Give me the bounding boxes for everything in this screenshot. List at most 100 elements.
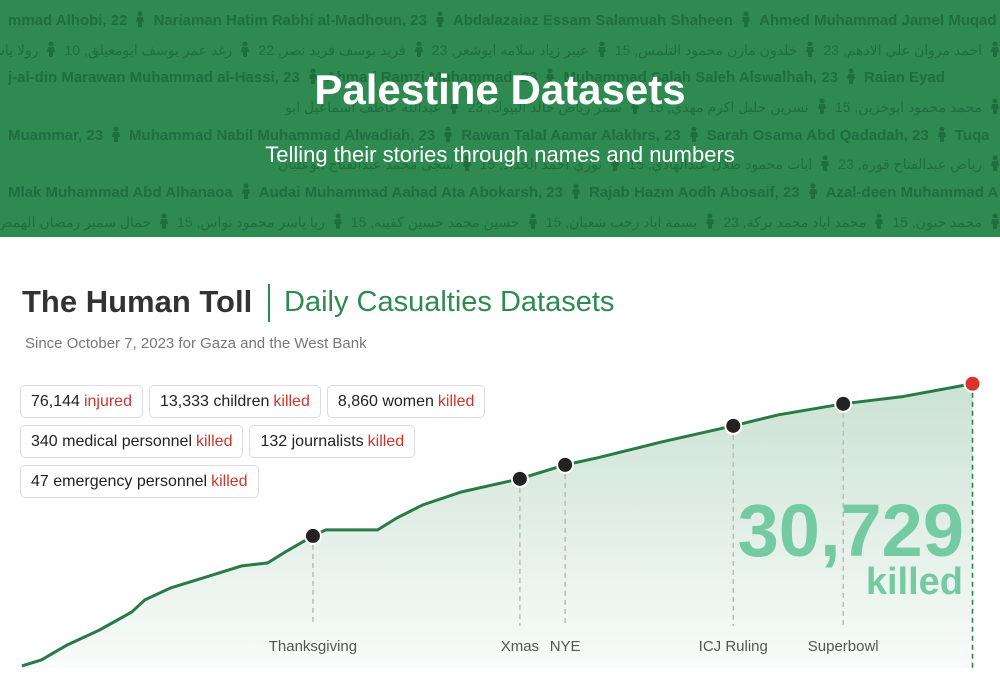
person-name: سجى محمد عبدالفتاح ابوعليان <box>278 156 454 173</box>
icon-body <box>308 74 317 85</box>
icon-head <box>599 41 605 47</box>
icon-body <box>611 161 620 172</box>
icon-body <box>241 189 250 200</box>
icon-head <box>137 11 143 17</box>
person-name: خلدون مازن محمود التلمس, 15 <box>614 41 798 58</box>
annotation-label: Superbowl <box>808 638 879 655</box>
stat-status: killed <box>211 473 248 490</box>
person-icon <box>706 213 715 229</box>
icon-body <box>741 17 750 27</box>
icon-body <box>160 218 169 229</box>
icon-body <box>991 46 999 57</box>
person-icon <box>462 155 471 172</box>
annotation-label: Thanksgiving <box>269 638 357 655</box>
icon-head <box>691 126 697 132</box>
person-name: نوري احمد الحداد, 15 <box>479 156 603 173</box>
person-icon <box>333 213 342 229</box>
person-icon <box>444 126 453 142</box>
icon-head <box>807 41 813 47</box>
section-subtitle: Since October 7, 2023 for Gaza and the W… <box>25 335 367 352</box>
icon-head <box>48 41 54 47</box>
person-icon <box>597 41 606 57</box>
name-row: j-al-din Marawan Muhammad al-Hassi, 23 Ah… <box>0 67 1000 96</box>
icon-body <box>462 161 471 172</box>
icon-head <box>243 183 249 189</box>
icon-head <box>819 98 825 104</box>
person-name: Rawan Talal Aamar Alakhrs, 23 <box>461 126 681 144</box>
person-name: رياض عبدالفتاح قورة, 23 <box>838 156 982 173</box>
person-icon <box>991 213 999 229</box>
annotation-dot <box>556 455 575 474</box>
annotation-dot <box>724 416 743 435</box>
person-icon <box>847 68 856 85</box>
stat-text: 13,333 children <box>159 393 270 410</box>
icon-body <box>689 131 698 142</box>
icon-body <box>450 104 459 115</box>
stat-chip: 13,333 children killed <box>148 385 321 418</box>
person-icon <box>112 126 121 142</box>
person-name: ايات محمود طلال عبدالهادي, 15 <box>628 156 813 173</box>
person-name: رغد عمر يوسف ابومعيلق, 10 <box>64 41 233 58</box>
person-name: Audai Muhammad Aahad Ata Abokarsh, 23 <box>258 184 563 202</box>
name-row: mmad Alhobi, 22 Nariaman Hatim Rabhi al-M… <box>0 10 1000 39</box>
end-value-label: 30,729 <box>738 489 964 572</box>
person-name: عبير زياد سلامه ابوشعر, 23 <box>431 41 589 58</box>
person-name: Abdalazaiaz Essam Salamuah Shaheen <box>452 12 733 29</box>
person-icon <box>450 98 459 115</box>
person-icon <box>528 213 537 229</box>
stat-chip: 76,144 injured <box>20 385 143 418</box>
name-row: محمد محمود ابوخزين, 15 نسرين خليل اكرم مه… <box>0 96 1000 125</box>
icon-body <box>821 161 830 172</box>
person-name: بسمة اياد رجب شعبان, 15 <box>545 213 698 230</box>
person-name: حسين محمد حسين كفينه, 15 <box>350 213 520 230</box>
icon-head <box>547 68 553 74</box>
stat-status: killed <box>367 433 405 450</box>
icon-body <box>817 104 826 115</box>
stat-status: killed <box>437 393 475 410</box>
icon-body <box>847 74 856 85</box>
end-dot <box>963 374 982 393</box>
person-icon <box>937 126 946 142</box>
icon-body <box>414 46 423 57</box>
person-name: Tuqa <box>954 126 990 144</box>
icon-head <box>573 183 579 189</box>
icon-body <box>991 161 999 172</box>
person-icon <box>136 11 145 27</box>
icon-head <box>707 213 713 219</box>
person-icon <box>241 41 250 57</box>
person-name: جمال سمير رمضان الهمص, 23 <box>0 213 152 230</box>
area <box>21 383 973 668</box>
icon-head <box>161 213 167 219</box>
person-name: Raian Eyad <box>864 69 945 87</box>
name-row: Muammar, 23 Muhammad Nabil Muhammad Alwad… <box>0 125 1000 154</box>
icon-head <box>992 41 998 47</box>
icon-body <box>241 46 250 57</box>
icon-body <box>806 46 815 57</box>
icon-body <box>546 74 555 85</box>
icon-head <box>451 98 457 104</box>
person-name: محمد حنون, 15 <box>892 213 982 230</box>
icon-head <box>939 126 945 132</box>
stats: 76,144 injured 13,333 children killed 8,860 … <box>20 385 510 498</box>
icon-head <box>992 98 998 104</box>
icon-body <box>444 131 453 142</box>
icon-body <box>937 131 946 142</box>
person-name: ربا ياسر محمود نواس, 15 <box>177 213 325 230</box>
icon-body <box>597 46 606 57</box>
icon-head <box>822 155 828 161</box>
person-icon <box>808 183 817 200</box>
person-icon <box>546 68 555 85</box>
stat-chip: 8,860 women killed <box>326 385 486 418</box>
line <box>21 382 973 668</box>
icon-head <box>310 68 316 74</box>
person-name: Rajab Hazm Aodh Abosaif, 23 <box>589 184 800 202</box>
icon-head <box>992 213 998 219</box>
person-name: محمد اياد محمد بركة, 23 <box>723 213 867 230</box>
person-name: نسرين خليل اكرم مهدي, 15 <box>647 99 809 116</box>
person-icon <box>630 98 639 115</box>
section-tab[interactable]: Daily Casualties Datasets <box>284 286 615 318</box>
annotation-dot <box>303 526 322 545</box>
person-name: Muammar, 23 <box>8 126 104 144</box>
person-icon <box>991 41 999 57</box>
